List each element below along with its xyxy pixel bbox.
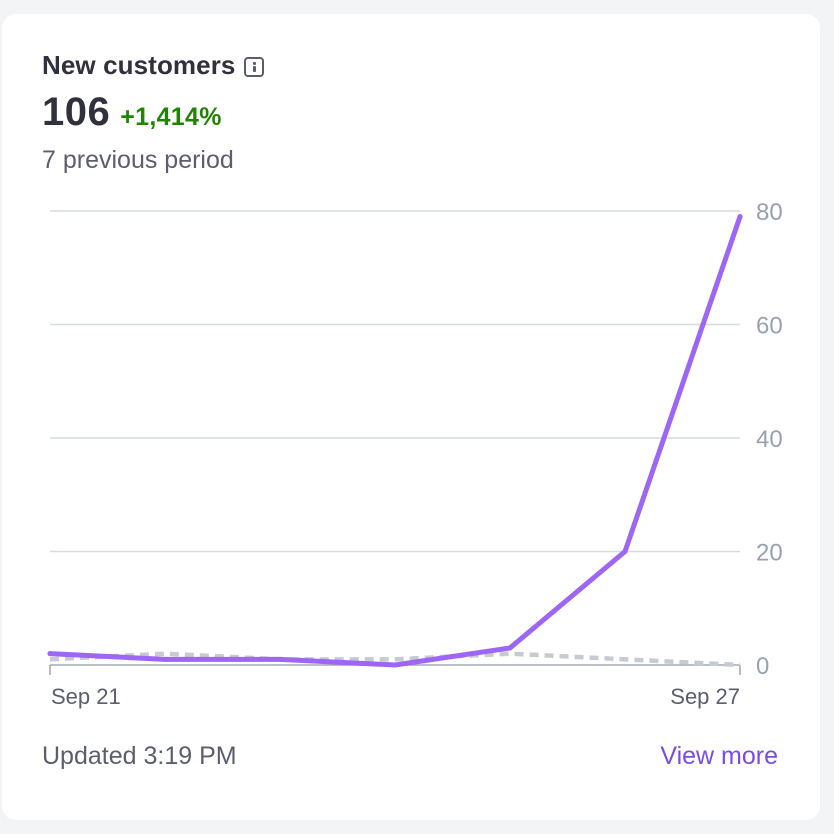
card-title: New customers xyxy=(42,50,236,80)
y-tick-label: 40 xyxy=(756,426,783,453)
info-icon[interactable] xyxy=(244,56,265,77)
x-tick-label: Sep 27 xyxy=(670,684,740,709)
y-tick-label: 60 xyxy=(756,313,783,340)
y-tick-label: 0 xyxy=(756,653,769,680)
metric-row: 106 +1,414% xyxy=(42,90,222,135)
view-more-link[interactable]: View more xyxy=(660,742,778,770)
current-period-data-point xyxy=(622,549,628,554)
x-tick-label: Sep 21 xyxy=(51,684,121,709)
current-period-data-point xyxy=(47,651,53,657)
current-period-data-point xyxy=(507,645,513,651)
metric-value: 106 xyxy=(42,90,111,134)
current-period-data-point xyxy=(737,214,743,220)
y-tick-label: 80 xyxy=(756,199,783,226)
new-customers-card xyxy=(2,14,820,820)
metric-change-badge: +1,414% xyxy=(120,103,222,131)
y-tick-label: 20 xyxy=(756,540,783,567)
current-period-data-point xyxy=(162,656,168,662)
previous-period-text: 7 previous period xyxy=(42,146,234,174)
card-header: New customers xyxy=(42,50,265,81)
updated-timestamp: Updated 3:19 PM xyxy=(42,742,237,770)
current-period-series-line xyxy=(47,214,743,668)
current-period-data-point xyxy=(392,662,398,668)
